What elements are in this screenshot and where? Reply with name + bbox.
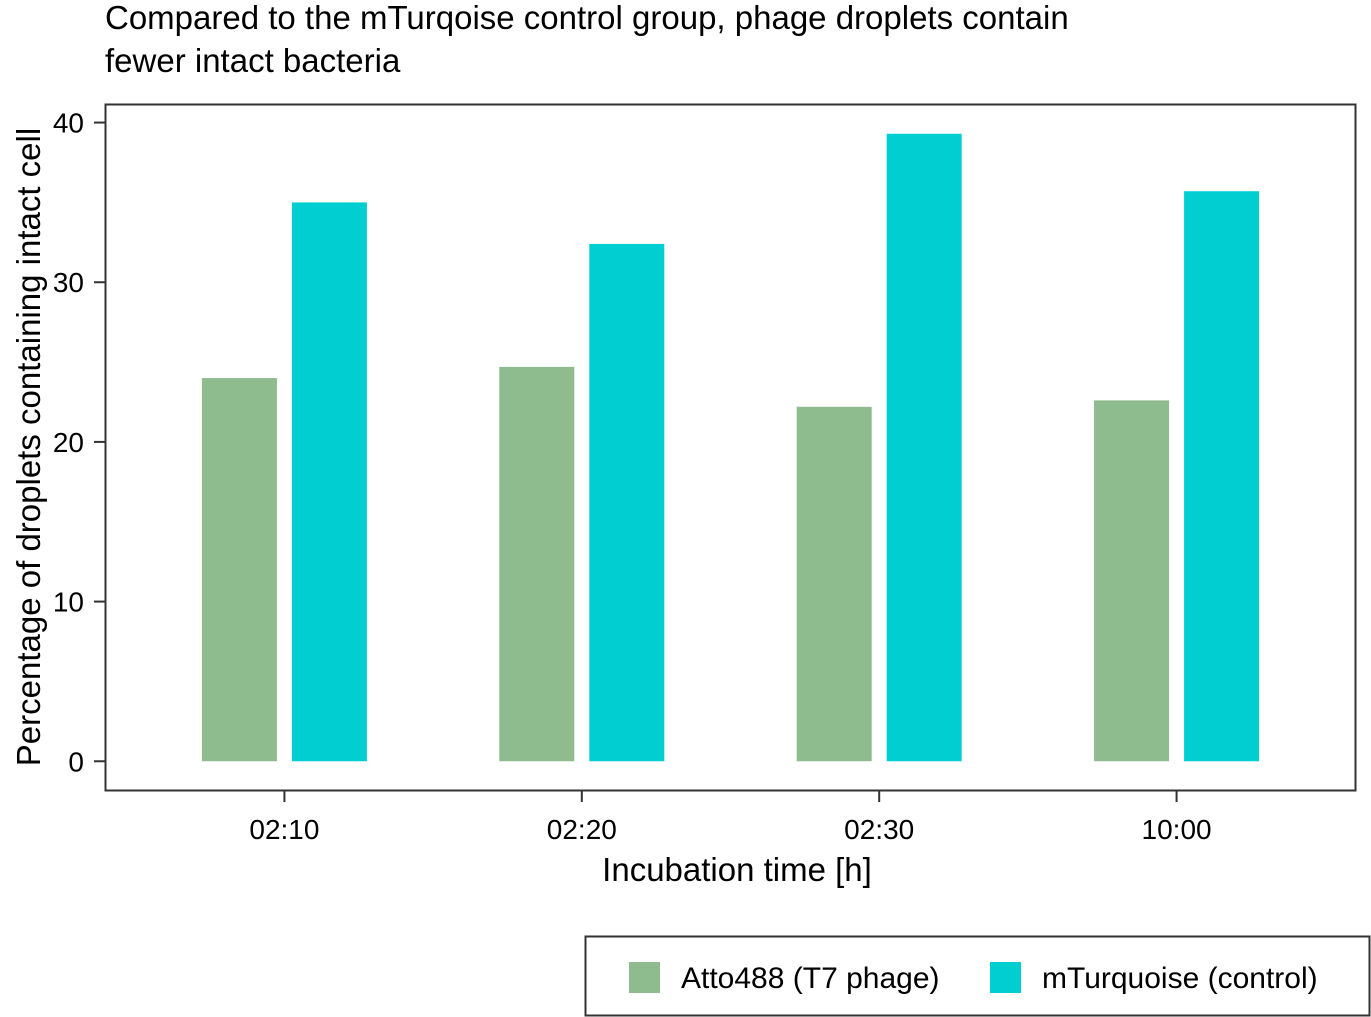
chart-title-line-1: Compared to the mTurqoise control group,… <box>105 0 1069 36</box>
bars-group <box>201 133 1260 762</box>
legend-swatch-atto488 <box>629 962 660 993</box>
bar-atto488-1000 <box>1094 400 1170 762</box>
x-axis-label: Incubation time [h] <box>602 851 872 888</box>
bar-atto488-0230 <box>796 406 872 762</box>
x-axis: 02:10 02:20 02:30 10:00 <box>249 791 1212 845</box>
legend: Atto488 (T7 phage) mTurquoise (control) <box>584 935 1371 1017</box>
bar-mturquoise-0220 <box>589 243 665 762</box>
y-tick-label-0: 0 <box>68 746 84 777</box>
y-tick-label-30: 30 <box>53 267 84 298</box>
y-tick-label-10: 10 <box>53 587 84 618</box>
bar-atto488-0220 <box>499 366 575 762</box>
y-tick-label-20: 20 <box>53 427 84 458</box>
bar-mturquoise-1000 <box>1184 191 1260 762</box>
x-tick-label-0230: 02:30 <box>844 814 914 845</box>
bar-mturquoise-0210 <box>291 202 367 762</box>
y-axis: 0 10 20 30 40 <box>53 108 105 777</box>
chart-title-line-2: fewer intact bacteria <box>105 42 401 79</box>
bar-mturquoise-0230 <box>886 133 962 762</box>
legend-label-mturquoise: mTurquoise (control) <box>1042 962 1318 995</box>
bar-atto488-0210 <box>201 378 277 762</box>
x-tick-label-0210: 02:10 <box>249 814 319 845</box>
plot-panel-border <box>104 103 1357 792</box>
legend-label-atto488: Atto488 (T7 phage) <box>681 962 940 995</box>
x-tick-label-1000: 10:00 <box>1142 814 1212 845</box>
legend-box <box>584 935 1371 1017</box>
legend-swatch-mturquoise <box>990 962 1021 993</box>
y-tick-label-40: 40 <box>53 108 84 139</box>
y-axis-label: Percentage of droplets containing intact… <box>10 128 47 766</box>
x-tick-label-0220: 02:20 <box>547 814 617 845</box>
